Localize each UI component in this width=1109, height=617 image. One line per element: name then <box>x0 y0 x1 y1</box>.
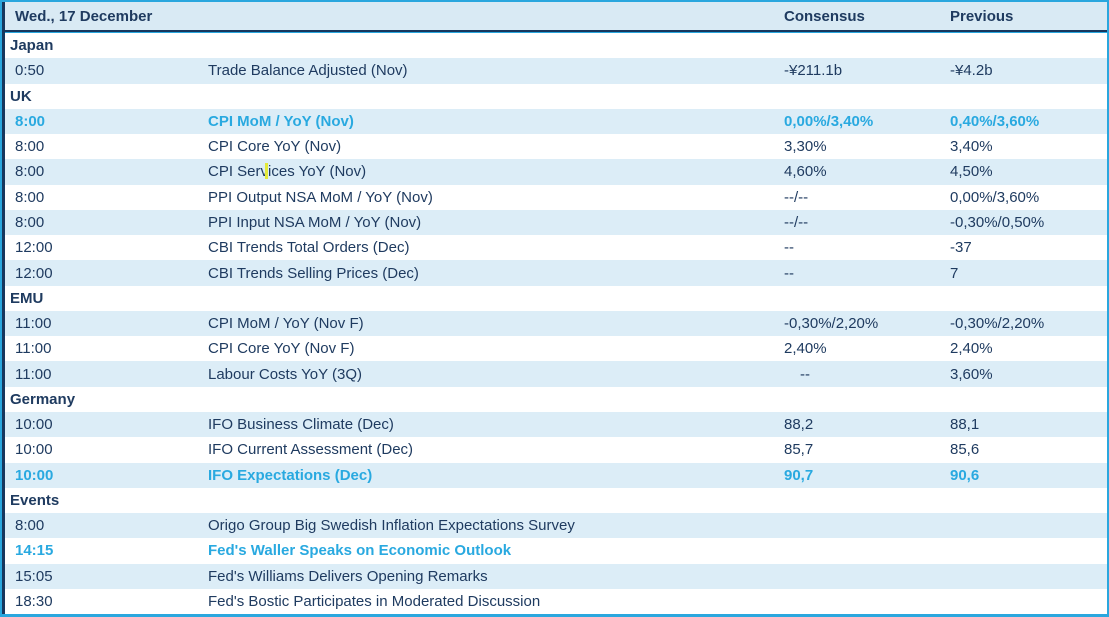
previous-value-cell: -37 <box>950 239 972 257</box>
event-row[interactable]: 14:15 Fed's Waller Speaks on Economic Out… <box>5 538 1107 564</box>
event-row[interactable]: 18:30 Fed's Bostic Participates in Modera… <box>5 588 1107 614</box>
time-cell: 8:00 <box>15 517 45 535</box>
time-cell: 8:00 <box>15 213 45 231</box>
consensus-value-cell: 3,30% <box>784 138 827 156</box>
event-name-cell: Origo Group Big Swedish Inflation Expect… <box>208 517 575 535</box>
consensus-value-cell: --/-- <box>784 188 809 206</box>
event-row[interactable]: 8:00 Origo Group Big Swedish Inflation Ex… <box>5 513 1107 539</box>
previous-value-cell: 3,40% <box>950 138 993 156</box>
previous-value-cell: 3,60% <box>950 365 993 383</box>
time-cell: 15:05 <box>15 567 53 585</box>
event-row[interactable]: 8:00 PPI Output NSA MoM / YoY (Nov) --/-- 0… <box>5 184 1107 210</box>
time-cell: 8:00 <box>15 188 45 206</box>
event-row[interactable]: 10:00 IFO Business Climate (Dec) 88,2 88,1 <box>5 411 1107 438</box>
section-label: UK <box>10 87 32 105</box>
section-label: Events <box>10 491 60 509</box>
consensus-value-cell: 85,7 <box>784 441 814 459</box>
previous-value-cell: -0,30%/2,20% <box>950 315 1045 333</box>
section-header-row[interactable]: Events <box>5 487 1107 514</box>
consensus-value-cell: -- <box>784 264 794 282</box>
event-name-cell: CPI Core YoY (Nov F) <box>208 340 355 358</box>
calendar-rows: Japan 0:50 Trade Balance Adjusted (Nov) -¥2… <box>5 32 1107 614</box>
event-name-cell: Labour Costs YoY (3Q) <box>208 365 362 383</box>
event-name-cell: CPI MoM / YoY (Nov) <box>208 112 354 130</box>
event-name-cell: Fed's Waller Speaks on Economic Outlook <box>208 542 512 560</box>
time-cell: 10:00 <box>15 466 54 484</box>
previous-value-cell: 88,1 <box>950 416 980 434</box>
event-name-cell: IFO Current Assessment (Dec) <box>208 441 414 459</box>
event-row[interactable]: 11:00 CPI MoM / YoY (Nov F) -0,30%/2,20% -0… <box>5 310 1107 337</box>
section-label: Japan <box>10 37 54 55</box>
time-cell: 0:50 <box>15 62 45 80</box>
consensus-column-header: Consensus <box>784 7 865 25</box>
event-row[interactable]: 11:00 CPI Core YoY (Nov F) 2,40% 2,40% <box>5 336 1107 362</box>
consensus-value-cell: -0,30%/2,20% <box>784 315 879 333</box>
section-header-row[interactable]: Germany <box>5 386 1107 412</box>
previous-value-cell: 7 <box>950 264 959 282</box>
time-cell: 11:00 <box>15 365 52 383</box>
previous-value-cell: 90,6 <box>950 466 980 484</box>
previous-value-cell: 4,50% <box>950 163 993 181</box>
time-cell: 14:15 <box>15 542 54 560</box>
event-name-cell: IFO Business Climate (Dec) <box>208 416 394 434</box>
section-label: EMU <box>10 289 44 307</box>
time-cell: 8:00 <box>15 112 46 130</box>
event-row[interactable]: 8:00 CPI MoM / YoY (Nov) 0,00%/3,40% 0,40%/… <box>5 108 1107 135</box>
consensus-value-cell: 2,40% <box>784 340 827 358</box>
time-cell: 11:00 <box>15 340 52 358</box>
consensus-value-cell: --/-- <box>784 213 809 231</box>
event-row[interactable]: 8:00 CPI Services YoY (Nov) 4,60% 4,50% <box>5 159 1107 185</box>
time-cell: 8:00 <box>15 138 45 156</box>
previous-value-cell: 0,40%/3,60% <box>950 112 1040 130</box>
event-name-cell: Fed's Bostic Participates in Moderated D… <box>208 592 541 610</box>
event-row[interactable]: 11:00 Labour Costs YoY (3Q) -- 3,60% <box>5 361 1107 387</box>
event-name-cell: PPI Input NSA MoM / YoY (Nov) <box>208 213 422 231</box>
previous-value-cell: 2,40% <box>950 340 993 358</box>
time-cell: 10:00 <box>15 441 53 459</box>
time-cell: 12:00 <box>15 264 53 282</box>
consensus-value-cell: -- <box>800 365 810 383</box>
event-row[interactable]: 8:00 PPI Input NSA MoM / YoY (Nov) --/-- -0… <box>5 209 1107 236</box>
section-label: Germany <box>10 390 76 408</box>
event-name-cell: CBI Trends Selling Prices (Dec) <box>208 264 419 282</box>
event-row[interactable]: 10:00 IFO Current Assessment (Dec) 85,7 85,… <box>5 437 1107 463</box>
time-cell: 12:00 <box>15 239 53 257</box>
previous-value-cell: -¥4.2b <box>950 62 993 80</box>
event-row[interactable]: 12:00 CBI Trends Selling Prices (Dec) -- 7 <box>5 260 1107 286</box>
event-row[interactable]: 0:50 Trade Balance Adjusted (Nov) -¥211.1b… <box>5 58 1107 84</box>
calendar-header-row: Wed., 17 December Consensus Previous <box>5 2 1107 32</box>
previous-column-header: Previous <box>950 7 1014 25</box>
event-name-cell: CPI MoM / YoY (Nov F) <box>208 315 364 333</box>
consensus-value-cell: 88,2 <box>784 416 814 434</box>
event-name-cell: Trade Balance Adjusted (Nov) <box>208 62 408 80</box>
section-header-row[interactable]: EMU <box>5 285 1107 311</box>
event-name-cell: Fed's Williams Delivers Opening Remarks <box>208 567 488 585</box>
time-cell: 18:30 <box>15 592 53 610</box>
previous-value-cell: 85,6 <box>950 441 980 459</box>
event-name-cell: CBI Trends Total Orders (Dec) <box>208 239 410 257</box>
event-name-cell: PPI Output NSA MoM / YoY (Nov) <box>208 188 433 206</box>
time-cell: 11:00 <box>15 315 52 333</box>
event-name-cell: CPI Core YoY (Nov) <box>208 138 342 156</box>
event-name-cell: CPI Services YoY (Nov) <box>208 163 367 181</box>
time-cell: 8:00 <box>15 163 45 181</box>
section-header-row[interactable]: Japan <box>5 33 1107 59</box>
consensus-value-cell: -¥211.1b <box>784 62 843 80</box>
previous-value-cell: 0,00%/3,60% <box>950 188 1040 206</box>
section-header-row[interactable]: UK <box>5 83 1107 109</box>
event-row[interactable]: 10:00 IFO Expectations (Dec) 90,7 90,6 <box>5 462 1107 488</box>
previous-value-cell: -0,30%/0,50% <box>950 213 1045 231</box>
event-row[interactable]: 12:00 CBI Trends Total Orders (Dec) -- -37 <box>5 235 1107 261</box>
event-row[interactable]: 8:00 CPI Core YoY (Nov) 3,30% 3,40% <box>5 134 1107 160</box>
consensus-value-cell: 0,00%/3,40% <box>784 112 874 130</box>
event-row[interactable]: 15:05 Fed's Williams Delivers Opening Rem… <box>5 563 1107 589</box>
consensus-value-cell: -- <box>784 239 794 257</box>
calendar-date: Wed., 17 December <box>15 7 153 25</box>
event-name-cell: IFO Expectations (Dec) <box>208 466 373 484</box>
time-cell: 10:00 <box>15 416 53 434</box>
consensus-value-cell: 4,60% <box>784 163 827 181</box>
consensus-value-cell: 90,7 <box>784 466 814 484</box>
